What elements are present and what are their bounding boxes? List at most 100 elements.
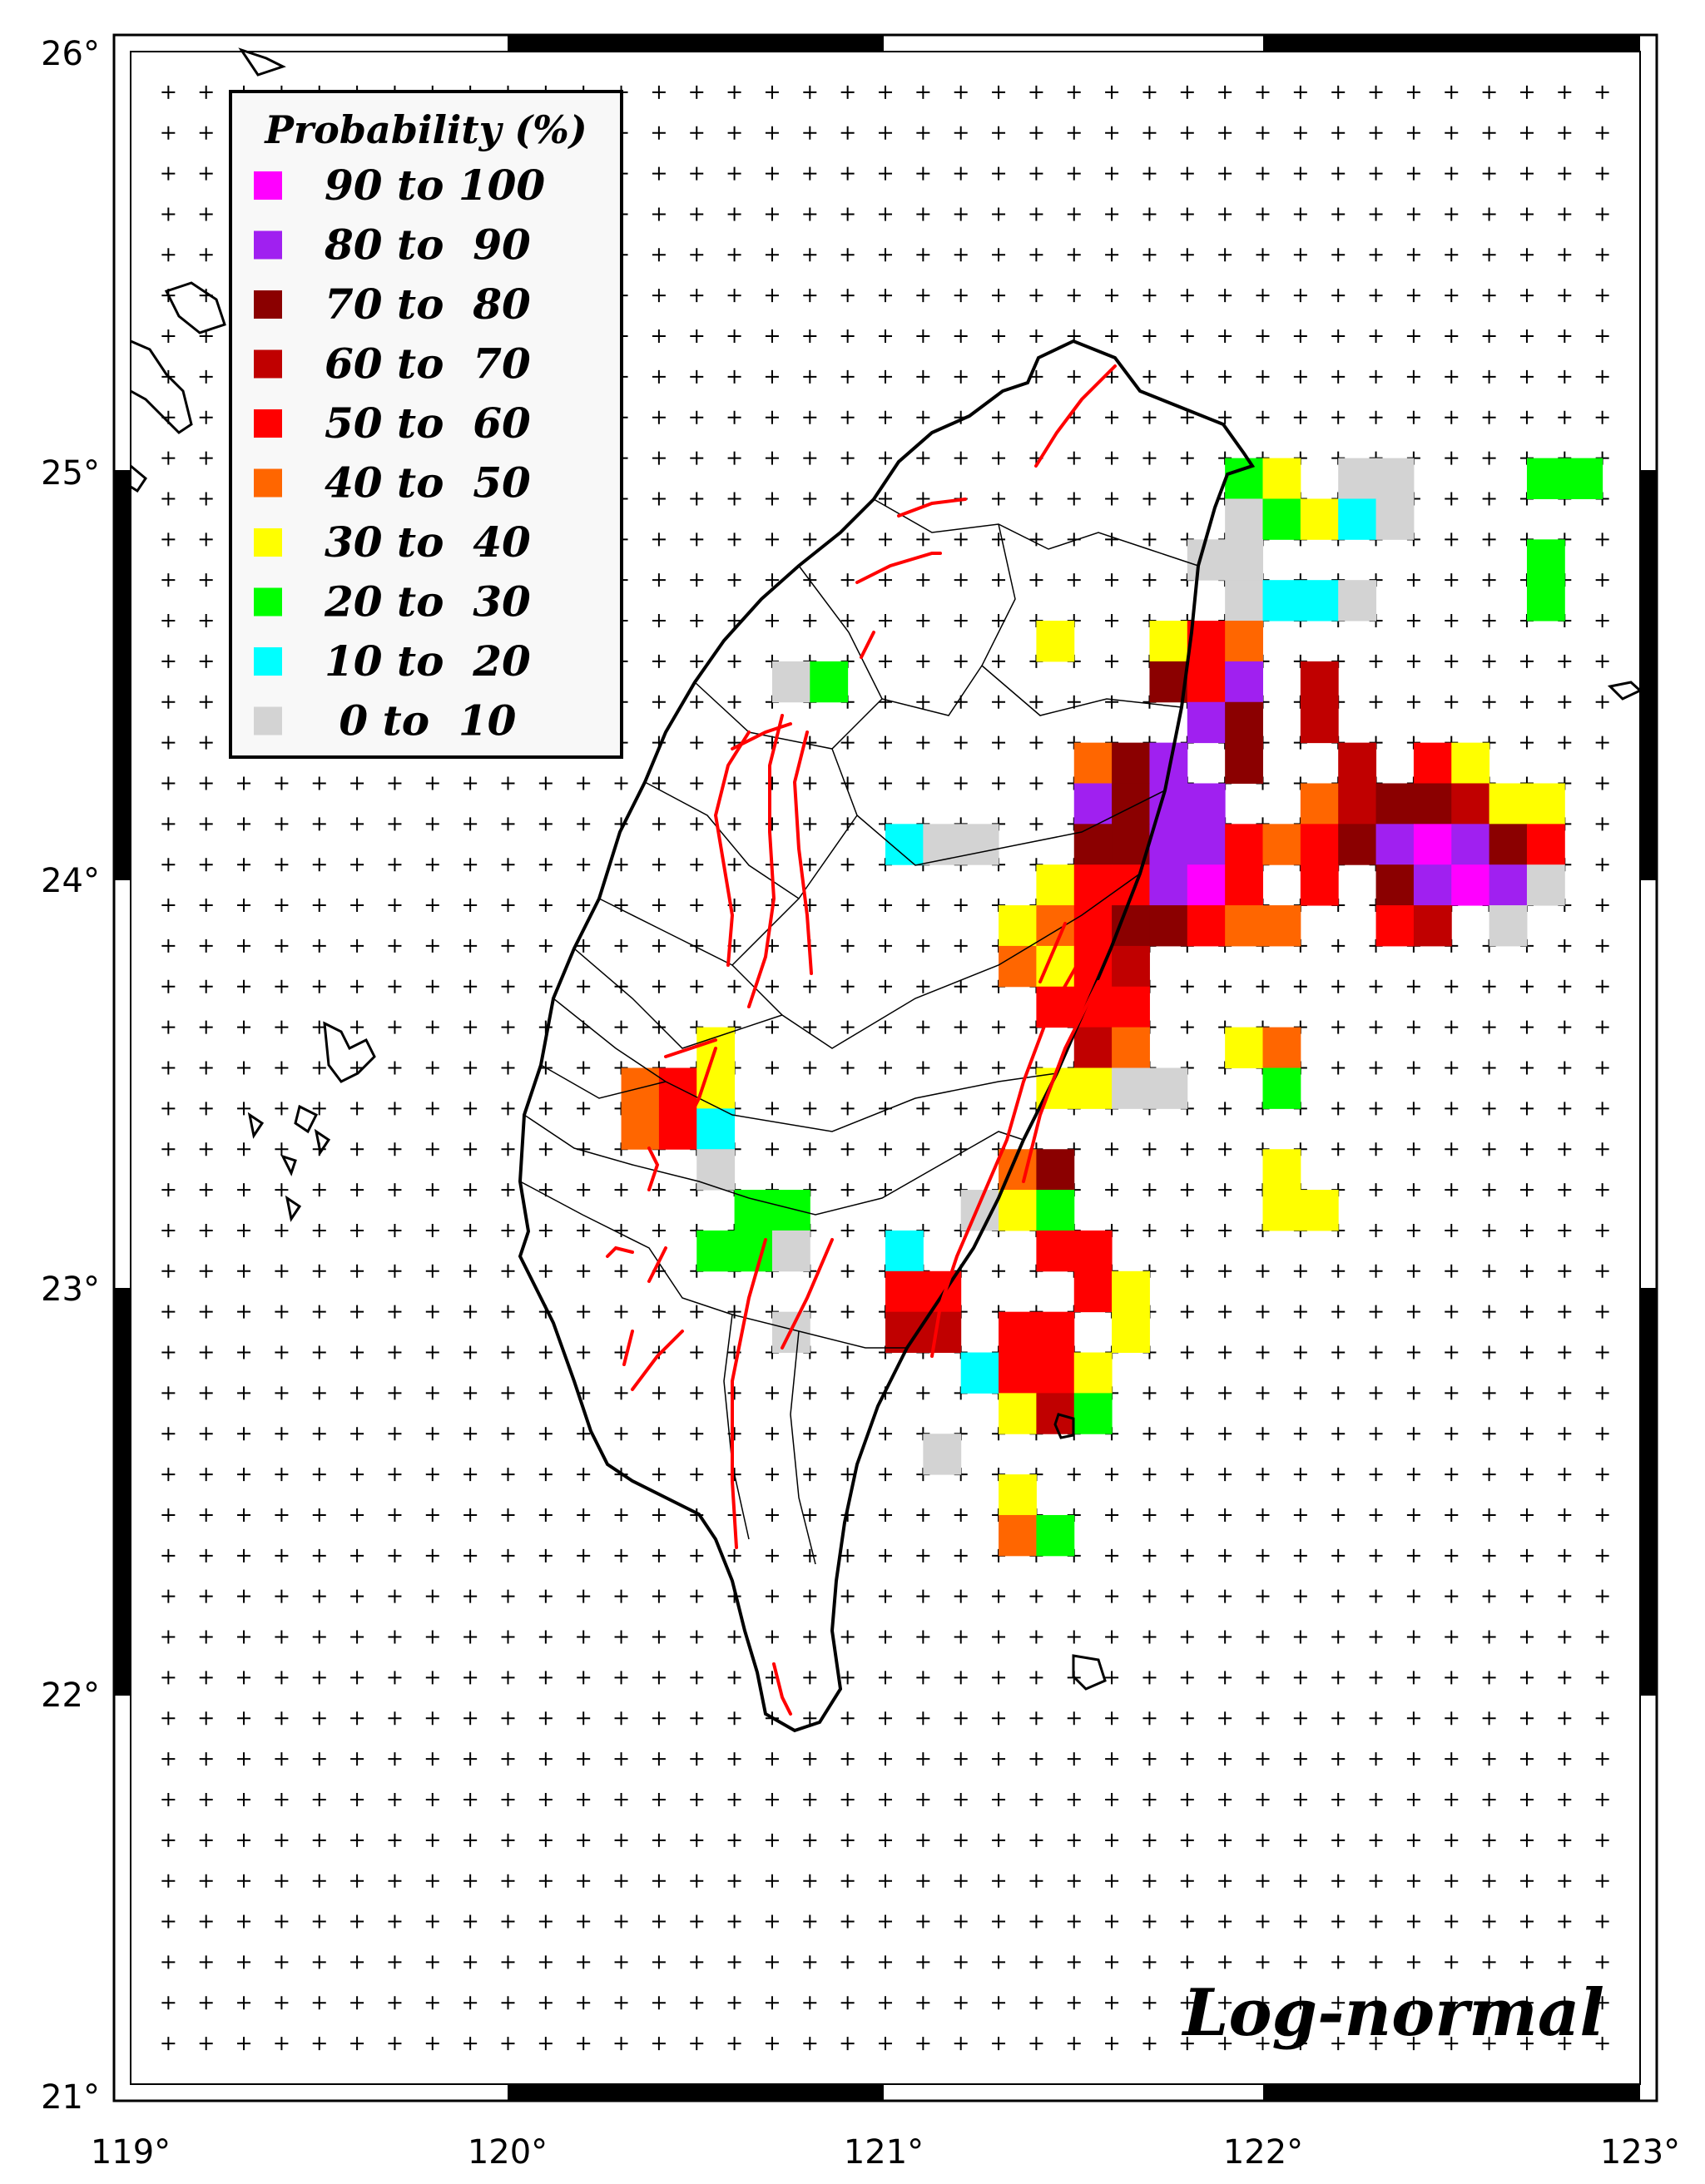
grid-mark bbox=[312, 1671, 326, 1685]
grid-mark bbox=[1406, 248, 1420, 262]
grid-mark bbox=[1445, 1630, 1459, 1644]
grid-mark bbox=[1369, 1345, 1383, 1359]
grid-mark bbox=[538, 1914, 553, 1929]
grid-mark bbox=[1406, 1508, 1420, 1522]
grid-mark bbox=[199, 1833, 213, 1847]
probability-cell bbox=[1526, 783, 1565, 825]
grid-mark bbox=[1445, 1508, 1459, 1522]
lat-label-24: 24° bbox=[41, 862, 100, 900]
grid-mark bbox=[954, 654, 968, 668]
grid-mark bbox=[1519, 1548, 1534, 1562]
grid-mark bbox=[312, 1792, 326, 1806]
grid-mark bbox=[1331, 1671, 1346, 1685]
grid-mark bbox=[916, 1996, 930, 2010]
grid-mark bbox=[1180, 1711, 1194, 1726]
grid-mark bbox=[1142, 369, 1157, 384]
grid-mark bbox=[1218, 1996, 1232, 2010]
grid-mark bbox=[1445, 1020, 1459, 1034]
grid-mark bbox=[1519, 654, 1534, 668]
grid-mark bbox=[879, 1589, 892, 1603]
grid-mark bbox=[954, 1589, 968, 1603]
grid-mark bbox=[538, 1102, 553, 1116]
grid-mark bbox=[161, 1223, 176, 1237]
grid-mark bbox=[1331, 289, 1346, 303]
probability-cell bbox=[1262, 580, 1301, 622]
grid-mark bbox=[879, 1833, 892, 1847]
probability-cell bbox=[1149, 661, 1188, 703]
grid-mark bbox=[1558, 1345, 1572, 1359]
grid-mark bbox=[199, 410, 213, 424]
grid-mark bbox=[1595, 1914, 1609, 1929]
grid-mark bbox=[1067, 289, 1081, 303]
lat-label-23: 23° bbox=[41, 1270, 100, 1309]
grid-mark bbox=[1218, 289, 1232, 303]
grid-mark bbox=[1369, 1589, 1383, 1603]
grid-mark bbox=[690, 166, 704, 181]
grid-mark bbox=[199, 207, 213, 221]
grid-mark bbox=[727, 654, 741, 668]
grid-mark bbox=[1105, 1671, 1119, 1685]
grid-mark bbox=[199, 532, 213, 547]
grid-mark bbox=[803, 1468, 817, 1482]
grid-mark bbox=[652, 1792, 666, 1806]
grid-mark bbox=[916, 938, 930, 953]
grid-mark bbox=[463, 1183, 478, 1197]
grid-mark bbox=[1180, 979, 1194, 993]
grid-mark bbox=[1595, 1589, 1609, 1603]
grid-mark bbox=[1406, 1468, 1420, 1482]
probability-cell bbox=[1262, 905, 1301, 947]
legend-label: 90 to 100 bbox=[325, 161, 545, 210]
green-island bbox=[1053, 1413, 1075, 1439]
grid-mark bbox=[388, 1792, 402, 1806]
probability-cell bbox=[1489, 783, 1528, 825]
grid-mark bbox=[577, 776, 591, 790]
grid-mark bbox=[199, 1792, 213, 1806]
grid-mark bbox=[727, 1386, 741, 1400]
grid-mark bbox=[614, 776, 628, 790]
grid-mark bbox=[1558, 1183, 1572, 1197]
grid-mark bbox=[652, 1427, 666, 1441]
grid-mark bbox=[1293, 410, 1307, 424]
grid-mark bbox=[803, 126, 817, 140]
grid-mark bbox=[690, 1752, 704, 1766]
grid-mark bbox=[237, 1548, 251, 1562]
grid-mark bbox=[1445, 1223, 1459, 1237]
grid-mark bbox=[538, 1792, 553, 1806]
grid-mark bbox=[840, 979, 855, 993]
grid-mark bbox=[840, 1183, 855, 1197]
grid-mark bbox=[690, 451, 704, 465]
grid-mark bbox=[1142, 329, 1157, 344]
grid-mark bbox=[538, 1386, 553, 1400]
active-faults bbox=[606, 364, 1117, 1716]
grid-mark bbox=[1293, 207, 1307, 221]
grid-mark bbox=[652, 369, 666, 384]
grid-mark bbox=[652, 979, 666, 993]
grid-mark bbox=[916, 207, 930, 221]
grid-mark bbox=[765, 1874, 779, 1888]
grid-mark bbox=[199, 369, 213, 384]
grid-mark bbox=[840, 858, 855, 872]
grid-mark bbox=[538, 1630, 553, 1644]
grid-mark bbox=[199, 492, 213, 506]
grid-mark bbox=[275, 1874, 289, 1888]
grid-mark bbox=[1105, 614, 1119, 628]
grid-mark bbox=[1445, 451, 1459, 465]
grid-mark bbox=[614, 1020, 628, 1034]
grid-mark bbox=[577, 1548, 591, 1562]
grid-mark bbox=[388, 979, 402, 993]
grid-mark bbox=[879, 2037, 892, 2051]
grid-mark bbox=[1482, 1548, 1496, 1562]
grid-mark bbox=[1331, 1264, 1346, 1278]
grid-mark bbox=[803, 329, 817, 344]
grid-mark bbox=[425, 1508, 439, 1522]
legend-title: Probability (%) bbox=[263, 107, 587, 152]
grid-mark bbox=[1558, 369, 1572, 384]
grid-mark bbox=[1331, 1386, 1346, 1400]
grid-mark bbox=[954, 735, 968, 750]
grid-mark bbox=[954, 126, 968, 140]
grid-mark bbox=[1105, 1752, 1119, 1766]
grid-mark bbox=[161, 614, 176, 628]
grid-mark bbox=[1406, 1833, 1420, 1847]
grid-mark bbox=[463, 1386, 478, 1400]
